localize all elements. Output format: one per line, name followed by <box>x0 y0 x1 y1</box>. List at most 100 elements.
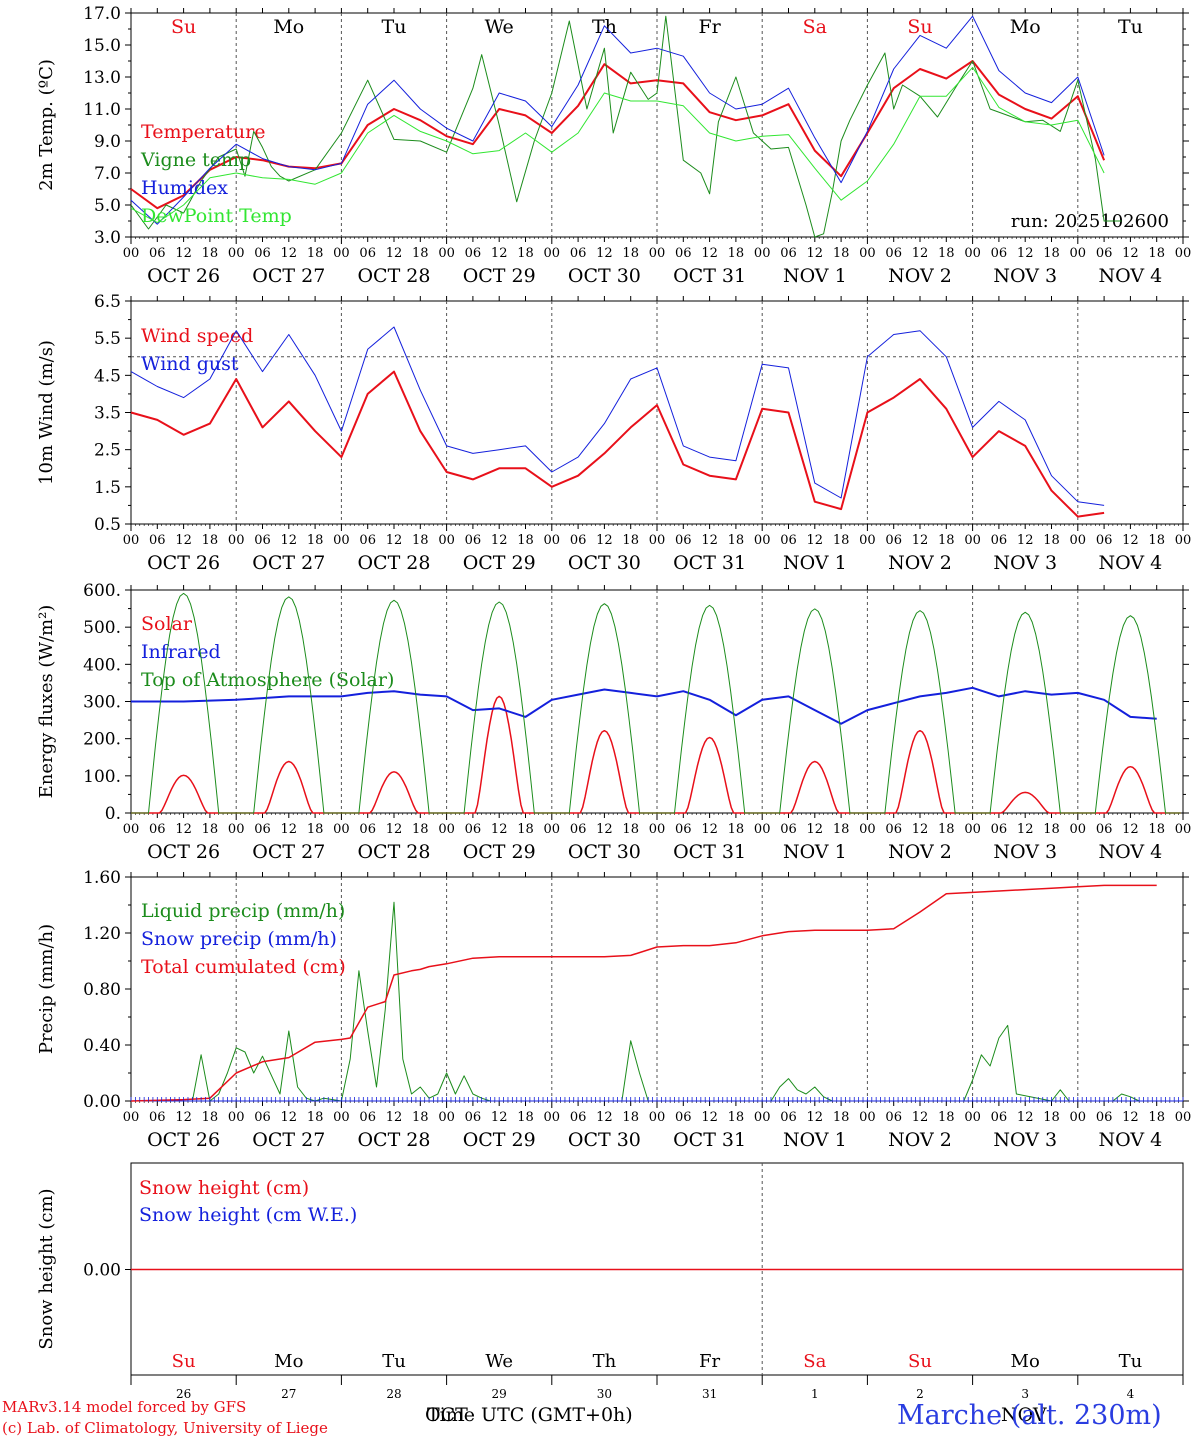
legend-entry: Snow height (cm) <box>139 1177 309 1199</box>
legend-entry: Snow height (cm W.E.) <box>139 1204 357 1226</box>
hour-label: 18 <box>833 1110 850 1125</box>
y-tick-label: 13.0 <box>83 68 121 88</box>
hour-label: 12 <box>491 246 508 261</box>
weekday-label: We <box>485 1351 513 1372</box>
hour-label: 18 <box>728 246 745 261</box>
hour-label: 00 <box>228 246 245 261</box>
date-label: OCT 29 <box>463 552 536 574</box>
day-number: 3 <box>1021 1387 1029 1401</box>
hour-label: 18 <box>938 822 955 837</box>
date-label: NOV 1 <box>783 265 847 287</box>
hour-label: 18 <box>1043 246 1060 261</box>
date-label: NOV 1 <box>783 1129 847 1151</box>
hour-label: 18 <box>412 533 429 548</box>
date-label: OCT 30 <box>568 265 641 287</box>
hour-label: 00 <box>1175 533 1192 548</box>
hour-label: 00 <box>438 1110 455 1125</box>
hour-label: 06 <box>465 822 482 837</box>
hour-label: 00 <box>438 822 455 837</box>
y-axis-title: Snow height (cm) <box>36 1188 57 1349</box>
date-label: NOV 2 <box>888 552 952 574</box>
hour-label: 00 <box>333 822 350 837</box>
weekday-label: Su <box>907 16 932 38</box>
hour-label: 00 <box>1070 533 1087 548</box>
hour-label: 00 <box>123 533 140 548</box>
hour-label: 18 <box>307 246 324 261</box>
date-label: OCT 27 <box>252 841 325 863</box>
month-oct-label: OCT <box>425 1404 468 1426</box>
legend-entry: Snow precip (mm/h) <box>141 928 337 950</box>
hour-label: 12 <box>1017 533 1034 548</box>
y-axis-title: 10m Wind (m/s) <box>36 340 57 485</box>
date-label: OCT 30 <box>568 841 641 863</box>
hour-label: 00 <box>123 1110 140 1125</box>
month-nov-label: NOV <box>1001 1404 1047 1426</box>
y-tick-label: 11.0 <box>83 100 121 120</box>
date-label: OCT 27 <box>252 265 325 287</box>
y-tick-label: 0.00 <box>83 1092 121 1112</box>
hour-label: 12 <box>281 1110 298 1125</box>
series-line <box>130 884 1157 1102</box>
hour-label: 12 <box>386 246 403 261</box>
hour-label: 06 <box>254 822 271 837</box>
hour-label: 06 <box>359 533 376 548</box>
hour-label: 12 <box>281 533 298 548</box>
hour-label: 18 <box>202 822 219 837</box>
date-label: NOV 2 <box>888 1129 952 1151</box>
hour-label: 12 <box>175 1110 192 1125</box>
y-tick-label: 3.5 <box>94 404 121 424</box>
y-tick-label: 3.0 <box>94 228 121 248</box>
y-tick-label: 0.40 <box>83 1036 121 1056</box>
hour-label: 12 <box>491 533 508 548</box>
hour-label: 00 <box>438 246 455 261</box>
hour-label: 06 <box>991 1110 1008 1125</box>
y-axis-title: 2m Temp. (ºC) <box>36 59 57 191</box>
hour-label: 00 <box>333 533 350 548</box>
series-line <box>131 592 1181 814</box>
weekday-label: Su <box>172 1351 196 1372</box>
hour-label: 06 <box>465 246 482 261</box>
hour-label: 18 <box>202 246 219 261</box>
hour-label: 12 <box>807 1110 824 1125</box>
day-number: 4 <box>1127 1387 1135 1401</box>
weekday-label: Fr <box>699 1351 720 1372</box>
hour-label: 12 <box>912 533 929 548</box>
hour-label: 00 <box>859 1110 876 1125</box>
y-tick-label: 1.20 <box>83 924 121 944</box>
hour-label: 00 <box>544 822 561 837</box>
hour-label: 00 <box>964 246 981 261</box>
date-label: OCT 28 <box>357 841 430 863</box>
panel-5: 0.00 Snow height (cm) Su Mo Tu We Th Fr Sa Su Mo Tu… <box>36 1162 1184 1401</box>
hour-label: 18 <box>833 533 850 548</box>
weekday-label: Tu <box>382 1351 406 1372</box>
hour-label: 18 <box>938 533 955 548</box>
panel-frame <box>130 12 1184 238</box>
hour-label: 12 <box>1122 1110 1139 1125</box>
hour-label: 00 <box>544 533 561 548</box>
hour-label: 18 <box>412 246 429 261</box>
date-label: OCT 30 <box>568 552 641 574</box>
y-tick-label: 4.5 <box>94 366 121 386</box>
hour-label: 12 <box>912 822 929 837</box>
date-label: NOV 1 <box>783 552 847 574</box>
hour-label: 18 <box>517 1110 534 1125</box>
hour-label: 12 <box>1122 533 1139 548</box>
series-line <box>130 370 1105 518</box>
hour-label: 12 <box>175 246 192 261</box>
hour-label: 06 <box>675 822 692 837</box>
date-label: OCT 28 <box>357 265 430 287</box>
hour-label: 00 <box>964 822 981 837</box>
hour-label: 18 <box>307 533 324 548</box>
date-label: OCT 29 <box>463 1129 536 1151</box>
y-tick-label: 100. <box>83 767 121 787</box>
hour-label: 00 <box>1070 1110 1087 1125</box>
weekday-label: Tu <box>382 16 407 38</box>
hour-label: 18 <box>517 822 534 837</box>
hour-label: 00 <box>964 533 981 548</box>
hour-label: 18 <box>307 1110 324 1125</box>
weekday-label: Mo <box>1010 16 1041 38</box>
hour-label: 12 <box>807 533 824 548</box>
hour-label: 12 <box>912 1110 929 1125</box>
hour-label: 18 <box>1043 1110 1060 1125</box>
date-label: OCT 26 <box>147 265 220 287</box>
